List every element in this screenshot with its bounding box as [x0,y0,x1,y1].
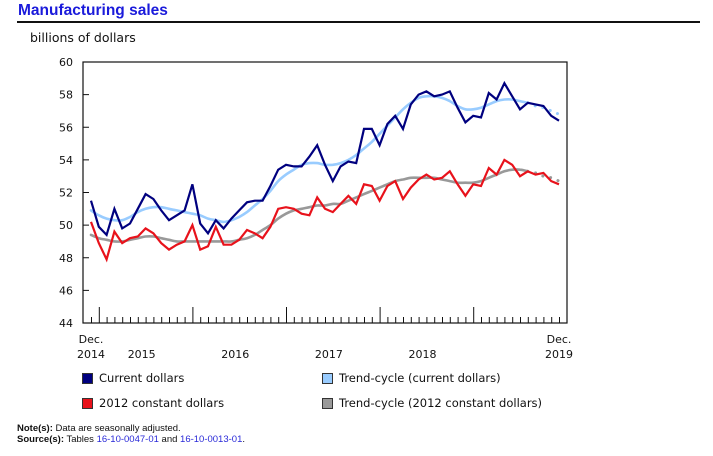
legend-item-trend-constant: Trend-cycle (2012 constant dollars) [322,396,542,410]
legend-label: Current dollars [99,371,185,385]
legend-item-constant-dollars: 2012 constant dollars [82,396,224,410]
x-tick-label-year: 2017 [315,348,343,361]
legend-item-trend-current: Trend-cycle (current dollars) [322,371,501,385]
notes-text: Data are seasonally adjusted. [55,423,181,434]
y-axis: 44 46 48 50 52 54 56 58 60 [59,56,89,330]
source-and: and [161,434,178,445]
legend-label: 2012 constant dollars [99,396,225,410]
notes-line: Note(s): Data are seasonally adjusted. [17,423,245,434]
series-layer [89,80,561,263]
legend-swatch-trend-current [322,372,333,384]
title-divider [17,21,700,23]
x-tick-label-year: 2016 [221,348,249,361]
notes-label: Note(s): [17,423,53,434]
y-tick-label: 48 [59,252,73,265]
series-line-dotted-trend-cycle-2012-constant-dollars [526,169,561,183]
source-link-table-1[interactable]: 16-10-0047-01 [96,434,159,445]
source-prefix: Tables [66,434,94,445]
legend-label: Trend-cycle (current dollars) [339,371,501,385]
y-tick-label: 50 [59,219,73,232]
source-link-table-2[interactable]: 16-10-0013-01 [180,434,243,445]
source-line: Source(s): Tables 16-10-0047-01 and 16-1… [17,434,245,445]
footnotes: Note(s): Data are seasonally adjusted. S… [17,423,245,445]
legend-swatch-trend-constant [322,397,333,409]
legend-swatch-constant-dollars [82,397,93,409]
legend-item-current-dollars: Current dollars [82,371,184,385]
chart-title: Manufacturing sales [18,2,168,19]
y-tick-label: 52 [59,187,73,200]
legend-swatch-current-dollars [82,372,93,384]
source-suffix: . [242,434,245,445]
x-axis: Dec. 2014 2015 2016 2017 2018 Dec. 2019 [77,307,573,361]
x-tick-label-year: 2015 [128,348,156,361]
x-tick-label-year: 2014 [77,348,105,361]
legend-label: Trend-cycle (2012 constant dollars) [339,396,543,410]
x-tick-label-year: 2018 [409,348,437,361]
y-tick-label: 56 [59,121,73,134]
y-tick-label: 44 [59,317,73,330]
y-tick-label: 46 [59,284,73,297]
x-tick-label-year: 2019 [545,348,573,361]
series-line-2012-constant-dollars [89,158,560,263]
line-chart: 44 46 48 50 52 54 56 58 60 Dec. 2014 2015 2016 2017 2… [59,56,573,361]
series-line-current-dollars [89,80,560,238]
y-tick-label: 60 [59,56,73,69]
y-axis-unit-label: billions of dollars [30,30,136,45]
source-label: Source(s): [17,434,64,445]
y-tick-label: 54 [59,154,73,167]
x-tick-label-month: Dec. [547,333,572,346]
x-tick-label-month: Dec. [79,333,104,346]
y-tick-label: 58 [59,89,73,102]
